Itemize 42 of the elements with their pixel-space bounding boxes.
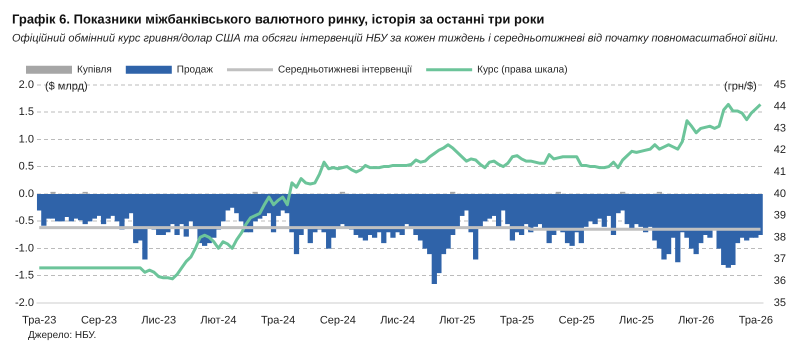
y2-tick-label: 44 [774,100,786,113]
y2-tick-label: 40 [774,188,786,200]
y-tick-label: -1.0 [14,242,34,254]
y-tick-label: 0.0 [18,188,34,200]
y2-tick-label: 43 [774,122,786,134]
x-tick-label: Лют-24 [200,314,236,326]
y-axis-title: ($ млрд) [44,80,88,92]
y-tick-label: 1.0 [18,133,34,146]
y-tick-label: 0.5 [18,160,34,173]
y2-axis-title: (грн/$) [724,80,757,92]
y2-tick-label: 41 [774,166,786,178]
y-tick-label: -0.5 [14,215,34,228]
x-tick-label: Лис-25 [619,314,654,326]
y2-tick-label: 45 [774,78,786,91]
x-tick-label: Тра-24 [261,314,296,326]
y2-tick-label: 42 [774,144,786,156]
x-tick-label: Сер-23 [80,314,118,326]
legend-label: Середньотижневі інтервенції [278,64,412,76]
chart-title: Графік 6. Показники міжбанківського валютного ринку, історія за останні три роки [12,11,544,26]
chart-subtitle: Офіційний обмінний курс гривня/долар США та обсяги інтервенцій НБУ за кожен тиждень і середньотижневі від початку повномасштабної війни. [12,32,778,44]
x-tick-label: Тра-23 [22,314,56,326]
y-tick-label: -2.0 [14,296,34,309]
legend-label: Купівля [77,64,112,76]
y-tick-label: 2.0 [18,78,34,91]
y2-tick-label: 38 [774,231,786,244]
x-tick-label: Лис-24 [380,314,415,326]
y2-tick-label: 35 [774,296,786,309]
y2-tick-label: 39 [774,210,786,222]
x-tick-label: Лис-23 [141,314,176,326]
x-tick-label: Лют-25 [439,314,476,326]
x-tick-label: Сер-25 [558,314,595,326]
legend-label: Продаж [176,64,214,76]
legend-label: Курс (права шкала) [477,64,568,76]
y-tick-label: 1.5 [18,106,34,118]
text: Джерело: НБУ. [28,330,98,341]
y2-tick-label: 36 [774,275,786,288]
y-tick-label: -1.5 [14,270,34,282]
y2-tick-label: 37 [774,253,786,266]
x-tick-label: Сер-24 [320,314,356,326]
x-tick-label: Тра-25 [500,314,534,326]
x-tick-label: Лют-26 [678,314,714,326]
x-tick-label: Тра-26 [738,314,773,326]
